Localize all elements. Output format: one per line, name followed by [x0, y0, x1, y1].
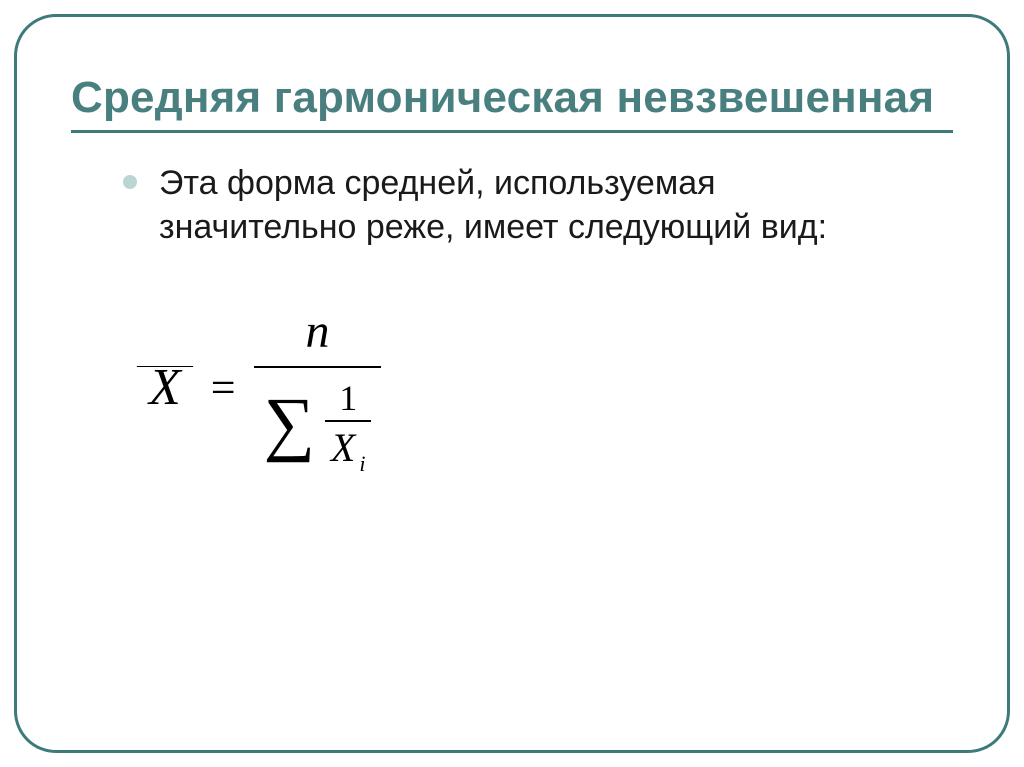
- inner-denominator: Xi: [325, 426, 372, 468]
- sigma-symbol: ∑: [264, 391, 315, 456]
- denominator: ∑ 1 Xi: [254, 374, 382, 468]
- slide-frame: Средняя гармоническая невзвешенная Эта ф…: [14, 14, 1010, 753]
- overbar: ———: [137, 354, 191, 377]
- equals-sign: =: [211, 362, 236, 413]
- inner-fraction-line: [325, 420, 372, 422]
- inner-numerator: 1: [335, 380, 361, 416]
- fraction-line: [254, 366, 382, 368]
- bullet-item: Эта форма средней, используемая значител…: [123, 161, 953, 249]
- bullet-icon: [123, 175, 137, 189]
- formula: ——— X = n ∑ 1 Xi: [143, 308, 953, 468]
- numerator: n: [298, 308, 338, 360]
- body-text: Эта форма средней, используемая значител…: [159, 161, 919, 249]
- inner-fraction: 1 Xi: [325, 380, 372, 468]
- inner-den-base: X: [331, 425, 355, 470]
- inner-den-subscript: i: [359, 451, 365, 476]
- title-underline: [71, 130, 953, 133]
- slide-title: Средняя гармоническая невзвешенная: [71, 73, 953, 122]
- formula-lhs: ——— X: [143, 358, 187, 417]
- slide-body: Эта форма средней, используемая значител…: [71, 161, 953, 467]
- main-fraction: n ∑ 1 Xi: [254, 308, 382, 468]
